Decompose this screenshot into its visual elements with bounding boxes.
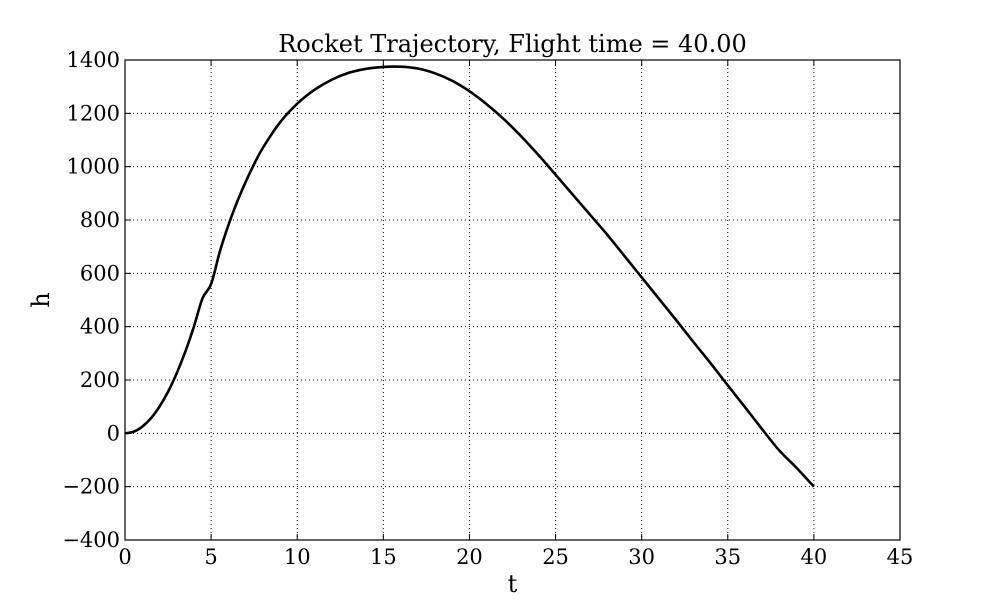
y-tick-label: 600	[80, 261, 120, 285]
x-tick-label: 15	[370, 545, 397, 569]
x-tick-label: 0	[118, 545, 131, 569]
tick-labels: 0 5 10 15 20 25 30 35 40 45 −400 −200 0 200 400 600 800 1…	[62, 48, 913, 569]
y-tick-label: 1400	[67, 48, 120, 72]
chart-title: Rocket Trajectory, Flight time = 40.00	[278, 30, 747, 58]
trajectory-line	[124, 65, 815, 488]
x-tick-label: 30	[628, 545, 655, 569]
x-tick-label: 25	[542, 545, 569, 569]
y-tick-label: 400	[80, 315, 120, 339]
x-tick-label: 10	[284, 545, 311, 569]
y-tick-label: 200	[80, 368, 120, 392]
y-tick-label: 800	[80, 208, 120, 232]
plot-frame	[124, 59, 901, 541]
x-tick-label: 45	[887, 545, 914, 569]
series-layer	[124, 65, 815, 488]
grid	[125, 60, 900, 540]
y-tick-label: −200	[62, 475, 120, 499]
x-tick-label: 40	[801, 545, 828, 569]
y-tick-label: 1000	[67, 155, 120, 179]
y-tick-label: 1200	[67, 101, 120, 125]
y-axis-label: h	[27, 292, 55, 307]
x-tick-label: 35	[714, 545, 741, 569]
x-tick-label: 20	[456, 545, 483, 569]
ticks	[124, 59, 901, 541]
y-tick-label: 0	[107, 421, 120, 445]
x-tick-label: 5	[204, 545, 217, 569]
y-tick-label: −400	[62, 528, 120, 552]
x-axis-label: t	[508, 570, 518, 598]
